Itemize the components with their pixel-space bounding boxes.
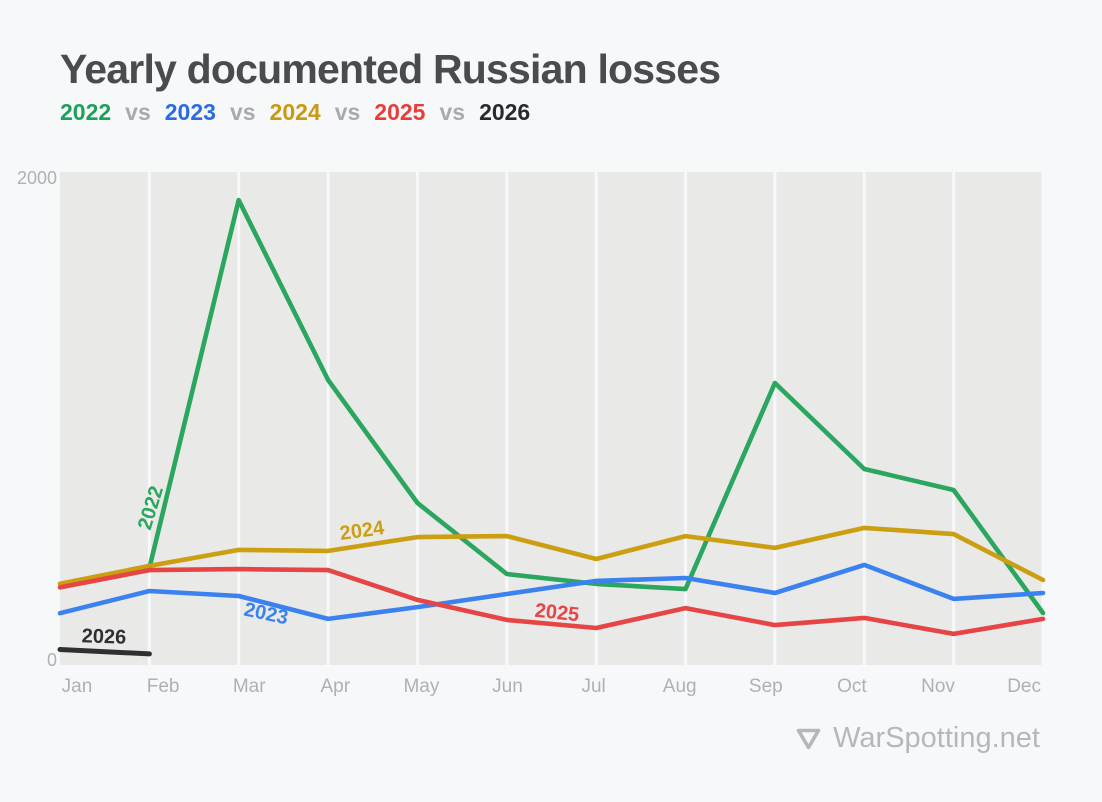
x-axis-label-May: May xyxy=(403,676,439,697)
series-label-2026: 2026 xyxy=(81,625,126,649)
series-label-2025: 2025 xyxy=(534,600,581,627)
series-line-2024 xyxy=(57,525,1046,587)
series-line-2023 xyxy=(57,562,1046,622)
x-axis-label-Dec: Dec xyxy=(1007,676,1041,697)
subtitle-year-2024: 2024 xyxy=(269,99,321,125)
footer-brand-text: WarSpotting.net xyxy=(833,722,1040,754)
chart-subtitle: 2022 vs 2023 vs 2024 vs 2025 vs 2026 xyxy=(60,99,530,126)
x-axis-label-Jul: Jul xyxy=(581,676,605,697)
subtitle-separator: vs xyxy=(439,99,466,125)
subtitle-separator: vs xyxy=(229,99,256,125)
subtitle-separator: vs xyxy=(334,99,361,125)
x-axis-label-Aug: Aug xyxy=(663,676,697,697)
subtitle-year-2023: 2023 xyxy=(164,99,216,125)
x-axis-label-Jun: Jun xyxy=(492,676,523,697)
plot-area xyxy=(60,172,1043,665)
x-axis-label-Oct: Oct xyxy=(837,676,867,697)
subtitle-separator: vs xyxy=(125,99,151,125)
subtitle-year-2025: 2025 xyxy=(374,99,426,125)
x-axis-label-Feb: Feb xyxy=(147,676,180,697)
subtitle-year-2022: 2022 xyxy=(60,99,112,125)
x-axis-label-Nov: Nov xyxy=(921,676,955,697)
x-axis-label-Apr: Apr xyxy=(321,676,351,697)
footer-brand-link[interactable]: WarSpotting.net xyxy=(795,724,1040,753)
x-axis-label-Jan: Jan xyxy=(62,676,93,697)
subtitle-year-2026: 2026 xyxy=(479,99,531,125)
triangle-down-icon xyxy=(796,728,821,750)
y-axis-label-0: 0 xyxy=(47,650,57,670)
x-axis-label-Mar: Mar xyxy=(233,676,266,697)
x-axis-label-Sep: Sep xyxy=(749,676,783,697)
chart-title: Yearly documented Russian losses xyxy=(60,46,721,92)
y-axis-label-2000: 2000 xyxy=(17,168,57,188)
series-line-2022 xyxy=(147,197,1046,616)
series-line-2026 xyxy=(57,647,152,657)
series-line-2025 xyxy=(57,566,1046,637)
